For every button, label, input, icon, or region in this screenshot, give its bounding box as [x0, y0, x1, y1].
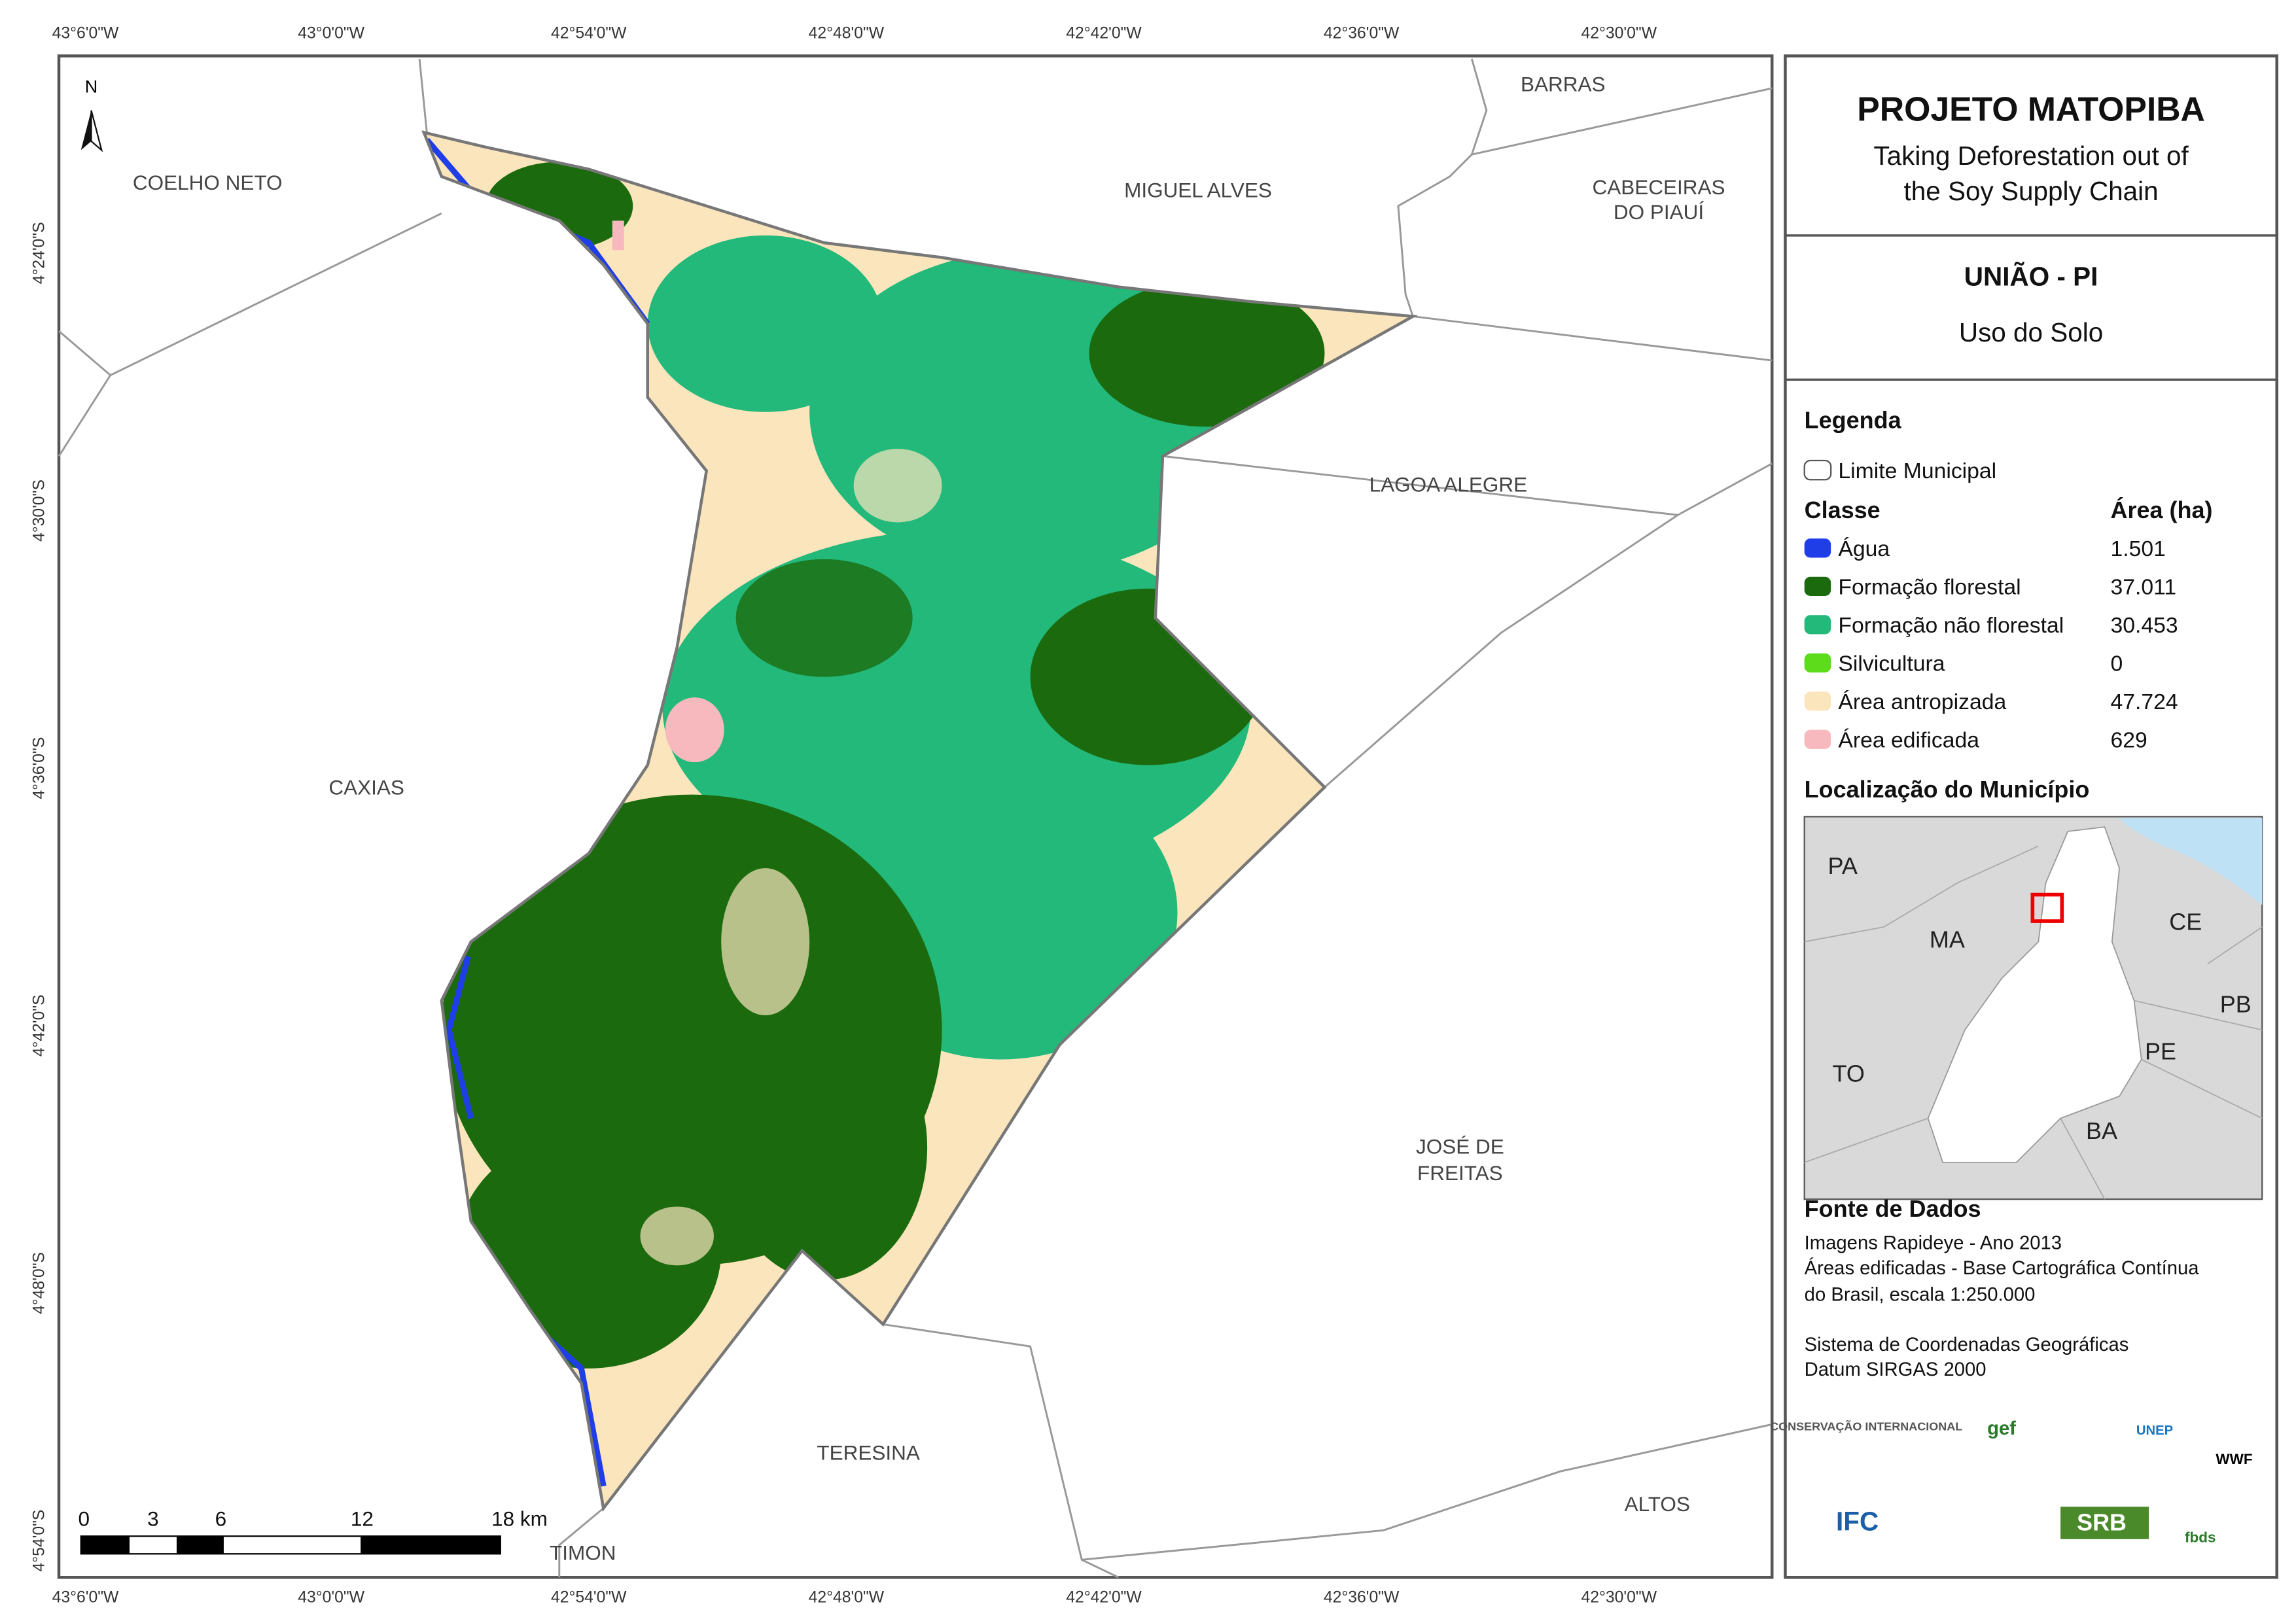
panel-subtitle: Taking Deforestation out of [1873, 141, 2189, 171]
municipality-label: COELHO NETO [133, 171, 283, 194]
source-line: Imagens Rapideye - Ano 2013 [1805, 1233, 2062, 1254]
municipality-label: TERESINA [817, 1440, 919, 1464]
scale-label: 6 [215, 1507, 227, 1531]
logo-text: IFC [1836, 1506, 1879, 1536]
longitude-label: 42°36'0"W [1324, 1589, 1400, 1607]
municipality-label: CABECEIRAS [1593, 175, 1725, 199]
legend-swatch [1804, 691, 1831, 711]
panel-title: PROJETO MATOPIBA [1857, 90, 2205, 128]
boundary-swatch [1803, 459, 1832, 481]
source-line: Datum SIRGAS 2000 [1805, 1359, 1987, 1380]
state-label: TO [1833, 1060, 1865, 1087]
municipality-label: BARRAS [1521, 72, 1605, 96]
longitude-label: 42°30'0"W [1581, 1589, 1657, 1607]
longitude-label: 42°48'0"W [809, 1589, 885, 1607]
sources-heading: Fonte de Dados [1805, 1195, 1981, 1222]
legend-swatch [1804, 729, 1831, 749]
location-inset [1803, 816, 2263, 1200]
legend-swatch [1804, 615, 1831, 635]
legend-area: 1.501 [2111, 536, 2166, 561]
latitude-label: 4°48'0"S [31, 1252, 48, 1314]
scale-bar [80, 1535, 501, 1555]
state-label: PB [2220, 991, 2252, 1018]
municipality-label: LAGOA ALEGRE [1369, 472, 1528, 496]
latitude-label: 4°54'0"S [31, 1510, 48, 1572]
legend-swatch [1804, 653, 1831, 672]
latitude-label: 4°30'0"S [31, 480, 48, 542]
longitude-label: 42°36'0"W [1324, 24, 1400, 42]
longitude-label: 43°6'0"W [52, 1589, 119, 1607]
logo-text: fbds [2185, 1529, 2216, 1545]
legend-area: 0 [2111, 652, 2123, 676]
legend-class: Silvicultura [1838, 652, 1945, 676]
longitude-label: 43°0'0"W [298, 24, 364, 42]
logo-box [2060, 1507, 2149, 1539]
municipality-label: FREITAS [1417, 1161, 1503, 1185]
class-header: Classe [1805, 497, 1881, 523]
municipality-label: CAXIAS [328, 776, 404, 799]
state-label: CE [2169, 909, 2202, 935]
north-label: N [85, 77, 98, 97]
logo-text: WWF [2216, 1451, 2252, 1467]
longitude-label: 42°30'0"W [1581, 24, 1657, 42]
longitude-label: 43°0'0"W [298, 1589, 364, 1607]
source-line: Áreas edificadas - Base Cartográfica Con… [1805, 1257, 2200, 1279]
state-label: PA [1828, 852, 1858, 879]
scale-label: 12 [351, 1507, 374, 1531]
logo-text: CONSERVAÇÃO INTERNACIONAL [1770, 1419, 1962, 1433]
logo-text: SRB [2077, 1509, 2127, 1535]
map-theme: Uso do Solo [1959, 317, 2103, 347]
legend-swatch [1804, 576, 1831, 596]
logo-text: gef [1987, 1418, 2016, 1439]
longitude-label: 42°42'0"W [1066, 24, 1142, 42]
info-panel: PROJETO MATOPIBA Taking Deforestation ou… [1770, 54, 2278, 1579]
legend-class: Formação não florestal [1838, 613, 2064, 638]
legend-heading: Legenda [1805, 407, 1902, 434]
longitude-label: 43°6'0"W [52, 24, 119, 42]
municipality-name: UNIÃO - PI [1964, 261, 2098, 291]
north-arrow: N [80, 77, 103, 152]
legend-class: Área antropizada [1838, 689, 2006, 714]
boundary-label: Limite Municipal [1838, 459, 1996, 483]
municipality-label: JOSÉ DE [1416, 1134, 1504, 1158]
longitude-label: 42°48'0"W [809, 24, 885, 42]
longitude-label: 42°54'0"W [551, 1589, 627, 1607]
scale-label: 3 [147, 1507, 159, 1531]
municipality-label: ALTOS [1625, 1492, 1690, 1516]
panel-subtitle: the Soy Supply Chain [1903, 176, 2158, 206]
map-frame: N [57, 54, 1774, 1579]
municipality-label: DO PIAUÍ [1614, 200, 1704, 224]
longitude-label: 42°54'0"W [551, 24, 627, 42]
legend-area: 37.011 [2111, 575, 2177, 600]
source-line: Sistema de Coordenadas Geográficas [1805, 1335, 2129, 1355]
municipality-label: TIMON [550, 1541, 616, 1564]
legend-swatch [1804, 538, 1831, 558]
location-heading: Localização do Município [1805, 776, 2090, 803]
state-label: MA [1930, 926, 1965, 953]
longitude-label: 42°42'0"W [1066, 1589, 1142, 1607]
municipality-label: MIGUEL ALVES [1124, 178, 1272, 201]
scale-label: 18 km [491, 1507, 548, 1531]
legend-area: 629 [2111, 728, 2147, 753]
legend-class: Água [1838, 536, 1890, 561]
source-line: do Brasil, escala 1:250.000 [1805, 1284, 2036, 1305]
uniao-boundary [421, 130, 1418, 1512]
latitude-label: 4°42'0"S [31, 994, 48, 1056]
legend-class: Formação florestal [1838, 575, 2021, 600]
municipal-boundaries [58, 58, 1773, 1579]
logo-text: UNEP [2136, 1423, 2173, 1438]
latitude-label: 4°24'0"S [31, 222, 48, 284]
state-label: BA [2086, 1117, 2117, 1144]
state-label: PE [2145, 1038, 2176, 1065]
legend-area: 47.724 [2111, 689, 2178, 714]
scale-label: 0 [78, 1507, 90, 1531]
area-header: Área (ha) [2111, 497, 2213, 523]
legend-area: 30.453 [2111, 613, 2178, 638]
legend-class: Área edificada [1838, 728, 1979, 753]
latitude-label: 4°36'0"S [31, 737, 48, 799]
